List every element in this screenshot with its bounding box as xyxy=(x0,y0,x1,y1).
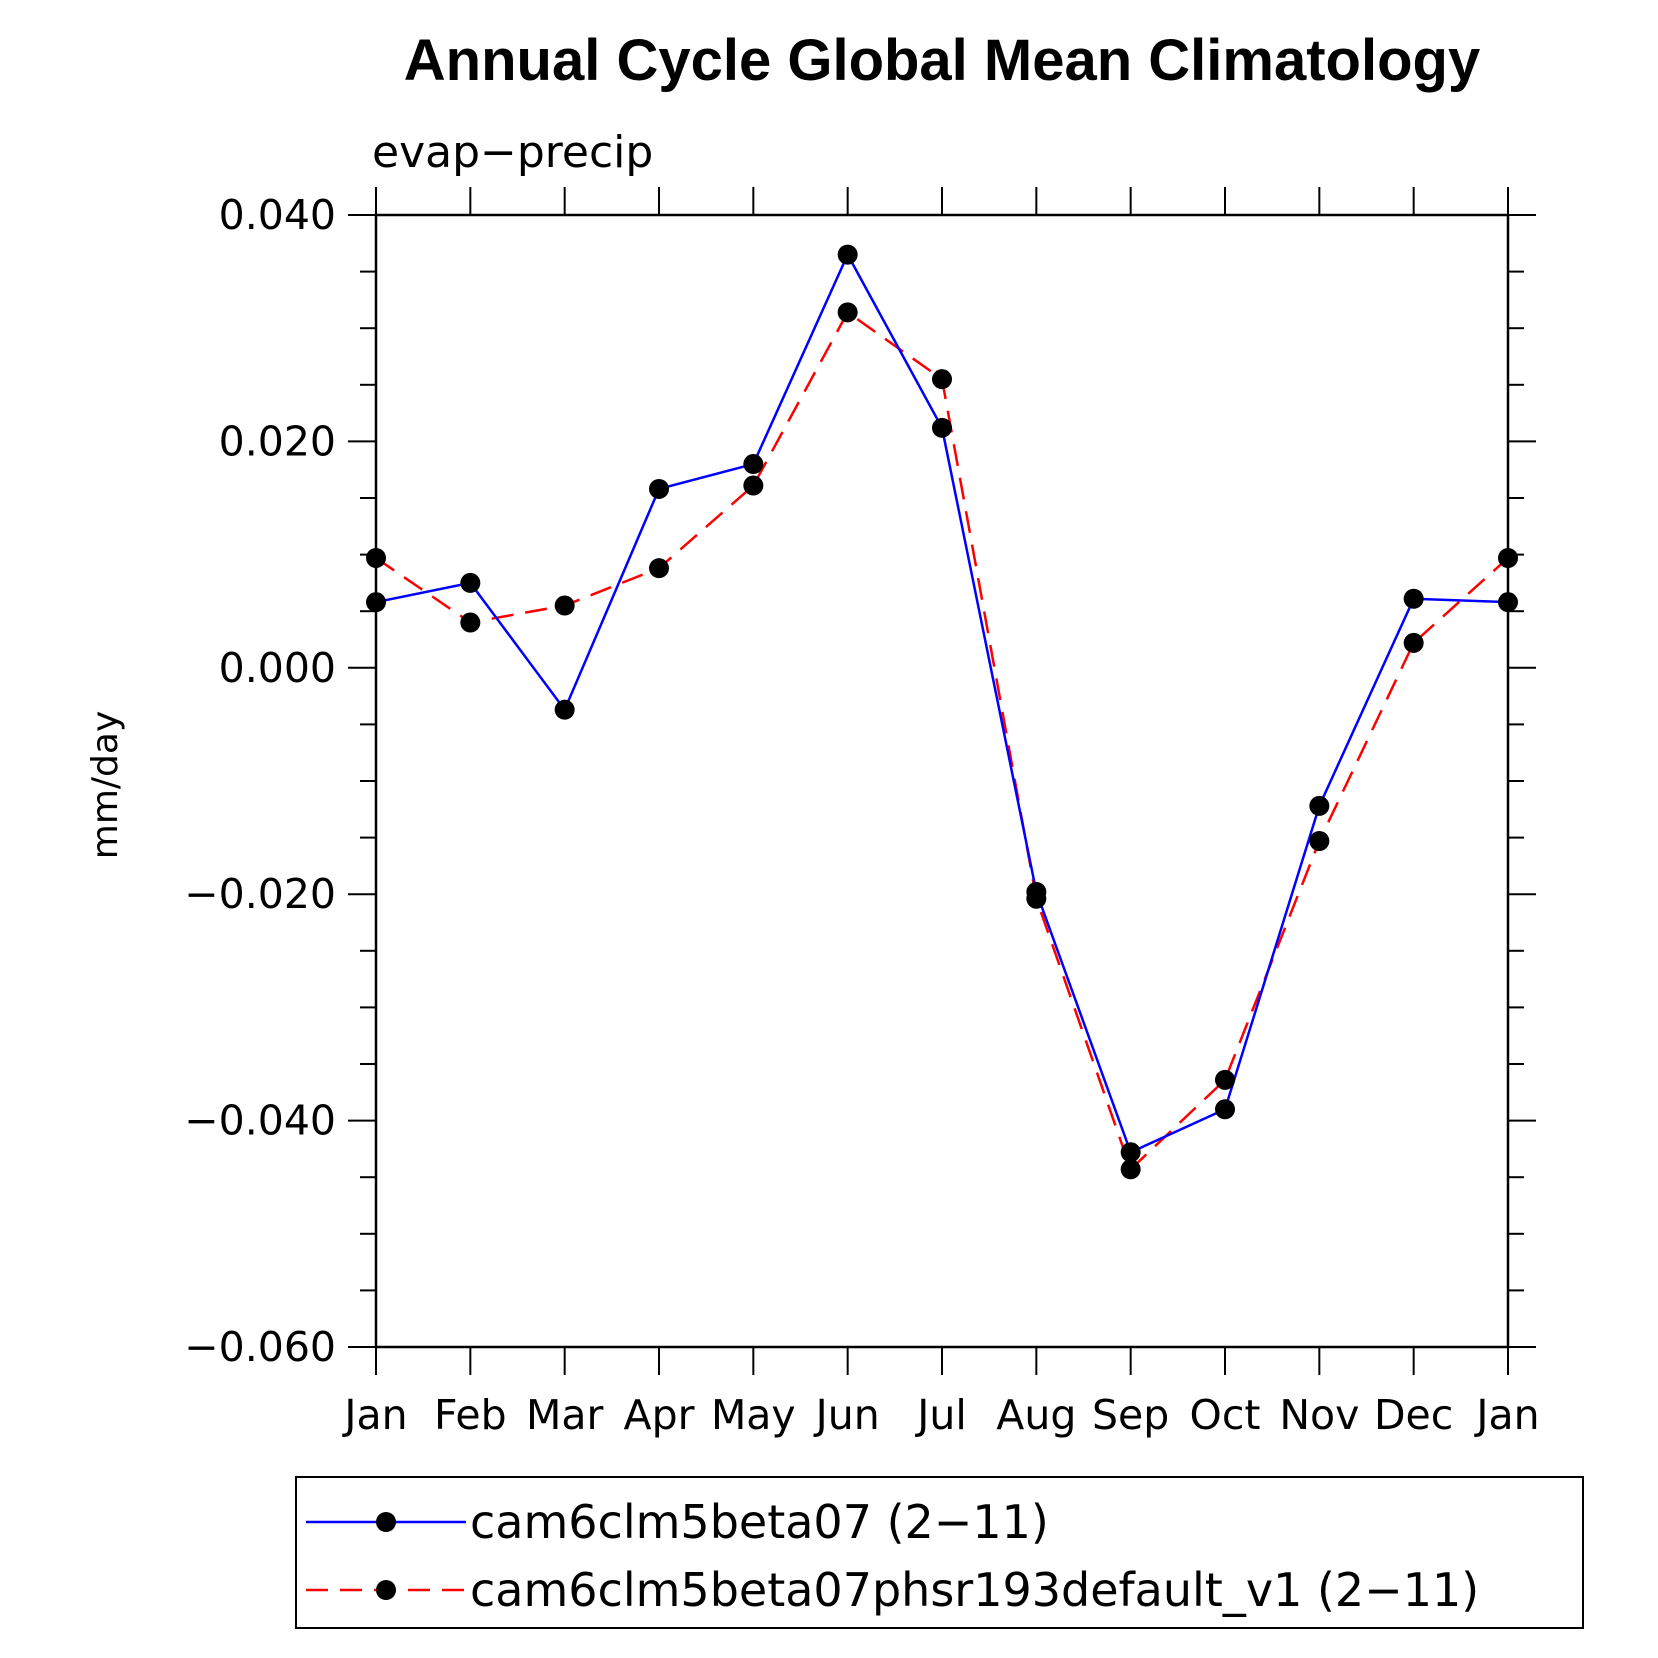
x-tick-label: Mar xyxy=(526,1391,603,1439)
legend-marker-0 xyxy=(376,1512,396,1532)
x-tick-label: Jan xyxy=(341,1391,407,1439)
data-point-series-0 xyxy=(932,417,952,438)
x-tick-label: Jan xyxy=(1473,1391,1539,1439)
data-point-series-1 xyxy=(366,547,386,568)
y-tick-label: 0.040 xyxy=(219,191,336,239)
data-point-series-0 xyxy=(1215,1099,1235,1120)
data-point-series-1 xyxy=(743,475,764,496)
data-point-series-1 xyxy=(837,302,858,323)
data-point-series-0 xyxy=(649,478,669,499)
data-point-series-1 xyxy=(1120,1159,1141,1180)
data-point-series-0 xyxy=(460,572,481,593)
series-line-0 xyxy=(375,251,1509,1154)
data-point-series-0 xyxy=(837,244,858,265)
series-area xyxy=(366,244,1518,1180)
data-point-series-1 xyxy=(1026,888,1047,909)
legend: cam6clm5beta07 (2−11) cam6clm5beta07phsr1… xyxy=(295,1476,1584,1629)
y-tick-label: 0.020 xyxy=(219,417,336,465)
y-tick-label: 0.000 xyxy=(219,644,336,692)
x-tick-label: Sep xyxy=(1092,1391,1169,1439)
legend-label-1: cam6clm5beta07phsr193default_v1 (2−11) xyxy=(470,1563,1479,1617)
y-tick-label: −0.060 xyxy=(184,1323,336,1371)
data-point-series-0 xyxy=(743,454,764,475)
legend-box xyxy=(295,1476,1584,1629)
chart-title: Annual Cycle Global Mean Climatology xyxy=(404,28,1480,93)
x-tick-label: Oct xyxy=(1190,1391,1261,1439)
data-point-series-1 xyxy=(1498,547,1518,568)
data-point-series-0 xyxy=(1498,592,1518,613)
series-line-1 xyxy=(375,310,1509,1172)
data-point-series-1 xyxy=(554,595,575,616)
y-tick-label: −0.040 xyxy=(184,1097,336,1145)
data-point-series-1 xyxy=(1403,632,1424,653)
x-tick-label: Aug xyxy=(996,1391,1076,1439)
x-tick-label: May xyxy=(711,1391,796,1439)
x-axis: Jan Feb Mar Apr May Jun Jul Aug Sep Oct Nov Dec Jan xyxy=(341,187,1540,1439)
data-point-series-0 xyxy=(366,592,386,613)
data-point-series-0 xyxy=(1120,1142,1141,1163)
y-axis-label: mm/day xyxy=(85,711,126,859)
data-point-series-0 xyxy=(1403,588,1424,609)
y-tick-label: −0.020 xyxy=(184,870,336,918)
chart-subtitle: evap−precip xyxy=(372,127,653,178)
x-tick-label: Apr xyxy=(624,1391,695,1439)
legend-label-0: cam6clm5beta07 (2−11) xyxy=(470,1495,1049,1549)
x-tick-label: Feb xyxy=(434,1391,507,1439)
x-tick-label: Jul xyxy=(914,1391,966,1439)
x-tick-label: Nov xyxy=(1279,1391,1359,1439)
x-tick-label: Dec xyxy=(1374,1391,1453,1439)
data-point-series-1 xyxy=(1309,830,1330,851)
y-axis: 0.040 0.020 0.000 −0.020 −0.040 −0.060 xyxy=(184,191,1536,1371)
data-point-series-0 xyxy=(1309,795,1330,816)
data-point-series-0 xyxy=(554,699,575,720)
legend-marker-1 xyxy=(376,1580,396,1600)
data-point-series-1 xyxy=(1215,1069,1235,1090)
data-point-series-1 xyxy=(460,612,481,633)
data-point-series-1 xyxy=(649,558,669,579)
data-point-series-1 xyxy=(932,369,952,390)
x-tick-label: Jun xyxy=(813,1391,880,1439)
